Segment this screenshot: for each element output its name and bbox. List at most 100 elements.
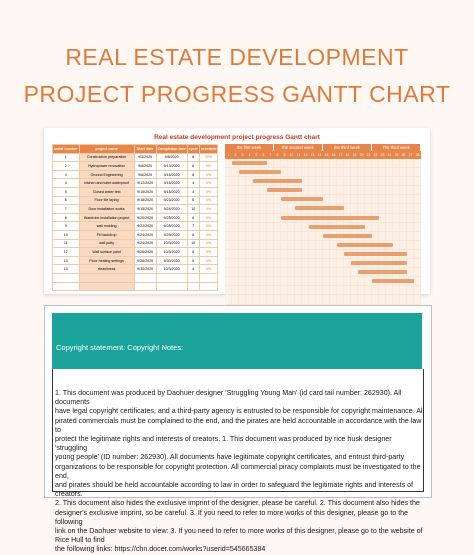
empty-cell — [186, 272, 200, 283]
cell-schedule: 0% — [198, 255, 219, 266]
empty-row — [52, 281, 219, 292]
gantt-row — [225, 186, 421, 196]
gantt-bar — [267, 188, 302, 193]
empty-cell — [78, 281, 135, 292]
cell-project-name: Wall surface paint — [78, 247, 135, 257]
gantt-row — [225, 277, 421, 287]
gantt-bar — [372, 279, 414, 284]
gantt-bar — [239, 170, 281, 175]
gantt-row — [225, 259, 421, 269]
cell-completion-date: 9/18/2020 — [155, 186, 188, 197]
day-label: 1 — [227, 153, 230, 157]
cell-serial: 1 — [52, 152, 80, 163]
cell-serial: 7 — [52, 204, 80, 214]
gantt-row — [225, 159, 421, 169]
gantt-row — [225, 286, 421, 296]
gantt-row — [225, 231, 421, 241]
cell-schedule: 0% — [198, 229, 219, 240]
cell-cycle: 4 — [186, 264, 200, 274]
cell-project-name: wall molding — [78, 221, 135, 231]
day-label: 27 — [408, 153, 413, 157]
cell-completion-date: 9/24/2020 — [155, 204, 188, 214]
cell-cycle: 6 — [186, 212, 200, 223]
col-cycle: cycle — [186, 144, 200, 154]
cell-completion-date: 9/25/2020 — [155, 212, 188, 223]
gantt-row — [225, 204, 421, 214]
cell-serial: 2 — [52, 161, 80, 171]
cell-project-name: wall putty — [78, 238, 135, 249]
gantt-bar — [281, 215, 379, 220]
cell-completion-date: 10/3/2020 — [155, 264, 188, 274]
day-label: 24 — [387, 153, 392, 157]
gantt-bar — [344, 251, 407, 256]
empty-cell — [133, 281, 157, 292]
day-label: 16 — [331, 153, 336, 157]
gantt-row — [225, 249, 421, 260]
cell-cycle: 6 — [186, 152, 200, 163]
gantt-bar — [351, 261, 407, 266]
cell-schedule: 0% — [198, 204, 219, 214]
day-label: 4 — [248, 153, 251, 157]
gantt-row — [225, 168, 421, 178]
cell-project-name: Closed water test — [78, 186, 135, 197]
day-label: 20 — [359, 153, 364, 157]
cell-project-name: kitchen and toilet waterproof — [78, 178, 135, 188]
cell-schedule: 0% — [198, 247, 219, 257]
notice-header-text: Copyright statement: Copyright Notes: — [56, 343, 184, 352]
cell-completion-date: 9/15/2020 — [155, 169, 188, 180]
cell-start-date: 9/26/2020 — [133, 247, 157, 257]
day-label: 5 — [255, 153, 258, 157]
day-label: 8 — [276, 153, 279, 157]
day-label: 9 — [283, 153, 286, 157]
gantt-row — [225, 240, 421, 250]
gantt-row — [225, 222, 421, 232]
day-label: 23 — [380, 153, 385, 157]
cell-completion-date: 9/15/2020 — [155, 178, 188, 188]
day-label: 11 — [296, 153, 301, 157]
day-label: 18 — [345, 153, 350, 157]
cell-schedule: 0% — [198, 212, 219, 223]
cell-schedule: 0% — [198, 238, 219, 249]
cell-serial: 12 — [52, 247, 80, 257]
empty-cell — [186, 281, 200, 292]
week-label: the third week — [323, 144, 372, 151]
cell-schedule: 0% — [198, 161, 219, 171]
empty-cell — [198, 272, 219, 283]
empty-row — [52, 272, 219, 283]
cell-cycle: 4 — [186, 178, 200, 188]
cell-start-date: 9/24/2020 — [133, 238, 157, 249]
table-row: 14 cleanliness 9/30/2020 10/3/2020 4 0% — [52, 264, 219, 274]
notice-line: young people' (ID number: 262930). All d… — [55, 453, 405, 462]
cell-start-date: 9/15/2020 — [133, 204, 157, 214]
cell-start-date: 9/12/2020 — [133, 178, 157, 188]
table-row: 11 wall putty 9/24/2020 10/3/2020 10 0% — [52, 238, 219, 249]
day-label: 7 — [269, 153, 272, 157]
cell-completion-date: 9/23/2020 — [155, 195, 188, 206]
empty-cell — [198, 281, 219, 292]
page-title-line-1: REAL ESTATE DEVELOPMENT — [65, 44, 409, 70]
cell-project-name: Fit backdrop — [78, 229, 135, 240]
cell-schedule: 0% — [198, 169, 219, 180]
notice-header: Copyright statement: Copyright Notes: — [52, 313, 422, 369]
cell-project-name: Hydropower renovation — [78, 161, 135, 171]
day-label: 26 — [401, 153, 406, 157]
day-label: 6 — [262, 153, 265, 157]
cell-cycle: 6 — [186, 161, 200, 171]
col-start-date: Start date — [133, 144, 157, 154]
gantt-bar — [309, 224, 365, 229]
table-row: 2 Hydropower renovation 9/8/2020 9/13/2020 6… — [52, 161, 219, 171]
table-row: 5 Closed water test 9/15/2020 9/18/2020 4 0% — [52, 186, 219, 197]
cell-cycle: 6 — [186, 229, 200, 240]
week-label: the first week — [225, 144, 274, 151]
notice-line: and pirates should be held accountable a… — [55, 481, 414, 499]
col-project-name: project name — [78, 144, 135, 154]
gantt-row — [225, 295, 421, 305]
cell-start-date: 9/26/2020 — [133, 255, 157, 266]
cell-start-date: 9/8/2020 — [133, 169, 157, 180]
table-row: 12 Wall surface paint 9/26/2020 10/3/2020 8 0… — [52, 247, 219, 257]
cell-serial: 9 — [52, 221, 80, 231]
cell-serial: 14 — [52, 264, 80, 274]
notice-body: 1. This document was produced by Daohuer… — [55, 389, 425, 555]
table-row: 6 Floor tile laying 9/18/2020 9/23/2020 6 0% — [52, 195, 219, 206]
sheet-title: Real estate development project progress… — [154, 134, 320, 141]
